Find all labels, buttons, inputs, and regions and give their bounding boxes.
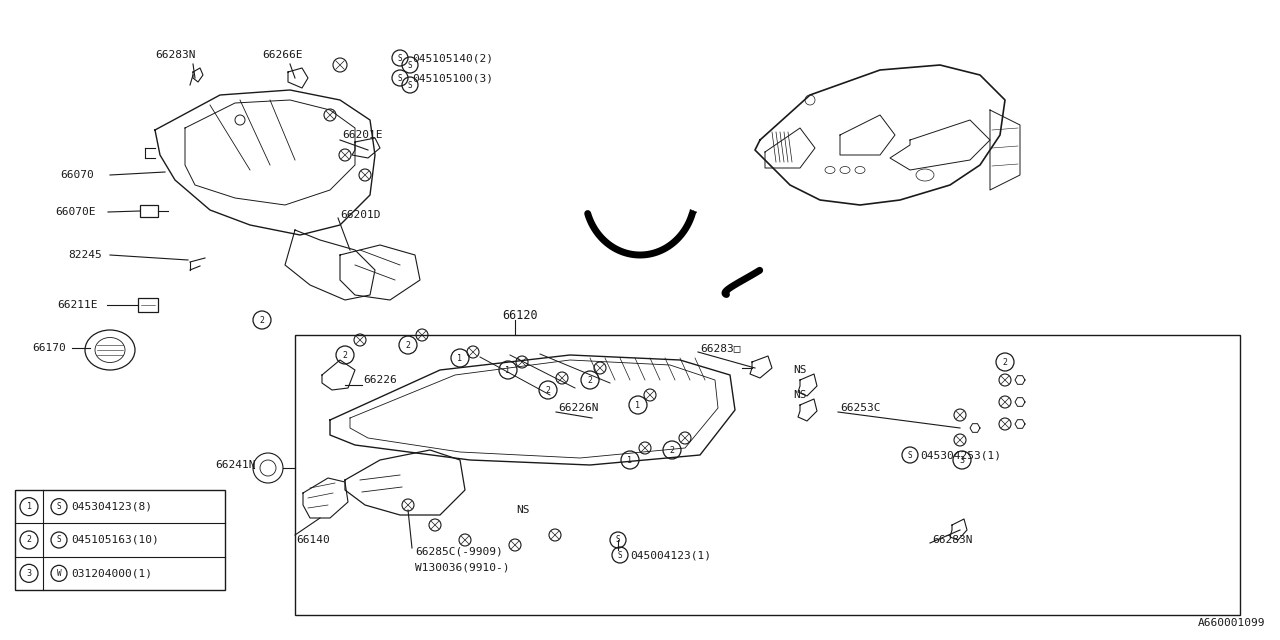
Text: 045304253(1): 045304253(1) bbox=[920, 450, 1001, 460]
Text: 66226N: 66226N bbox=[558, 403, 599, 413]
Text: A660001099: A660001099 bbox=[1198, 618, 1265, 628]
Text: 2: 2 bbox=[588, 376, 593, 385]
Text: 66266E: 66266E bbox=[262, 50, 302, 60]
Bar bbox=[15, 490, 225, 590]
Text: S: S bbox=[398, 54, 402, 63]
Bar bbox=[140, 205, 157, 217]
Text: 66283N: 66283N bbox=[932, 535, 973, 545]
Text: 66120: 66120 bbox=[502, 308, 538, 321]
Text: W130036(9910-): W130036(9910-) bbox=[415, 563, 509, 573]
Text: 66253C: 66253C bbox=[840, 403, 881, 413]
Text: 82245: 82245 bbox=[68, 250, 101, 260]
Bar bbox=[138, 298, 157, 312]
Text: 1: 1 bbox=[27, 502, 32, 511]
Text: 66241N: 66241N bbox=[215, 460, 256, 470]
Text: NS: NS bbox=[794, 390, 806, 400]
Text: W: W bbox=[56, 569, 61, 578]
Text: 031204000(1): 031204000(1) bbox=[70, 568, 152, 579]
Text: 66283N: 66283N bbox=[155, 50, 196, 60]
Text: S: S bbox=[618, 550, 622, 559]
Bar bbox=[294, 335, 1240, 615]
Text: 2: 2 bbox=[1002, 358, 1007, 367]
Text: 2: 2 bbox=[343, 351, 347, 360]
Text: S: S bbox=[616, 536, 621, 545]
Text: 3: 3 bbox=[960, 456, 965, 465]
Text: 66201E: 66201E bbox=[342, 130, 383, 140]
Text: S: S bbox=[56, 536, 61, 545]
Text: 2: 2 bbox=[260, 316, 265, 324]
Text: 045004123(1): 045004123(1) bbox=[630, 550, 710, 560]
Text: S: S bbox=[56, 502, 61, 511]
Text: 1: 1 bbox=[627, 456, 632, 465]
Text: 66070: 66070 bbox=[60, 170, 93, 180]
Text: 1: 1 bbox=[635, 401, 640, 410]
Text: 2: 2 bbox=[27, 536, 32, 545]
Text: 2: 2 bbox=[406, 340, 411, 349]
Text: 66226: 66226 bbox=[364, 375, 397, 385]
Text: 1: 1 bbox=[506, 365, 511, 374]
Text: S: S bbox=[908, 451, 913, 460]
Text: S: S bbox=[408, 61, 412, 70]
Text: 66283□: 66283□ bbox=[700, 343, 741, 353]
Text: 3: 3 bbox=[27, 569, 32, 578]
Text: S: S bbox=[398, 74, 402, 83]
Text: 66201D: 66201D bbox=[340, 210, 380, 220]
Text: NS: NS bbox=[516, 505, 530, 515]
Text: 2: 2 bbox=[669, 445, 675, 454]
Text: 045105163(10): 045105163(10) bbox=[70, 535, 159, 545]
Text: 66211E: 66211E bbox=[58, 300, 97, 310]
Text: NS: NS bbox=[794, 365, 806, 375]
Text: 66140: 66140 bbox=[296, 535, 330, 545]
Text: 2: 2 bbox=[545, 385, 550, 394]
Text: 66170: 66170 bbox=[32, 343, 65, 353]
Text: 66070E: 66070E bbox=[55, 207, 96, 217]
Text: 045304123(8): 045304123(8) bbox=[70, 502, 152, 511]
Text: 1: 1 bbox=[457, 353, 462, 362]
Text: 045105140(2): 045105140(2) bbox=[412, 53, 493, 63]
Text: 66285C(-9909): 66285C(-9909) bbox=[415, 547, 503, 557]
Text: S: S bbox=[408, 81, 412, 90]
Text: 045105100(3): 045105100(3) bbox=[412, 73, 493, 83]
